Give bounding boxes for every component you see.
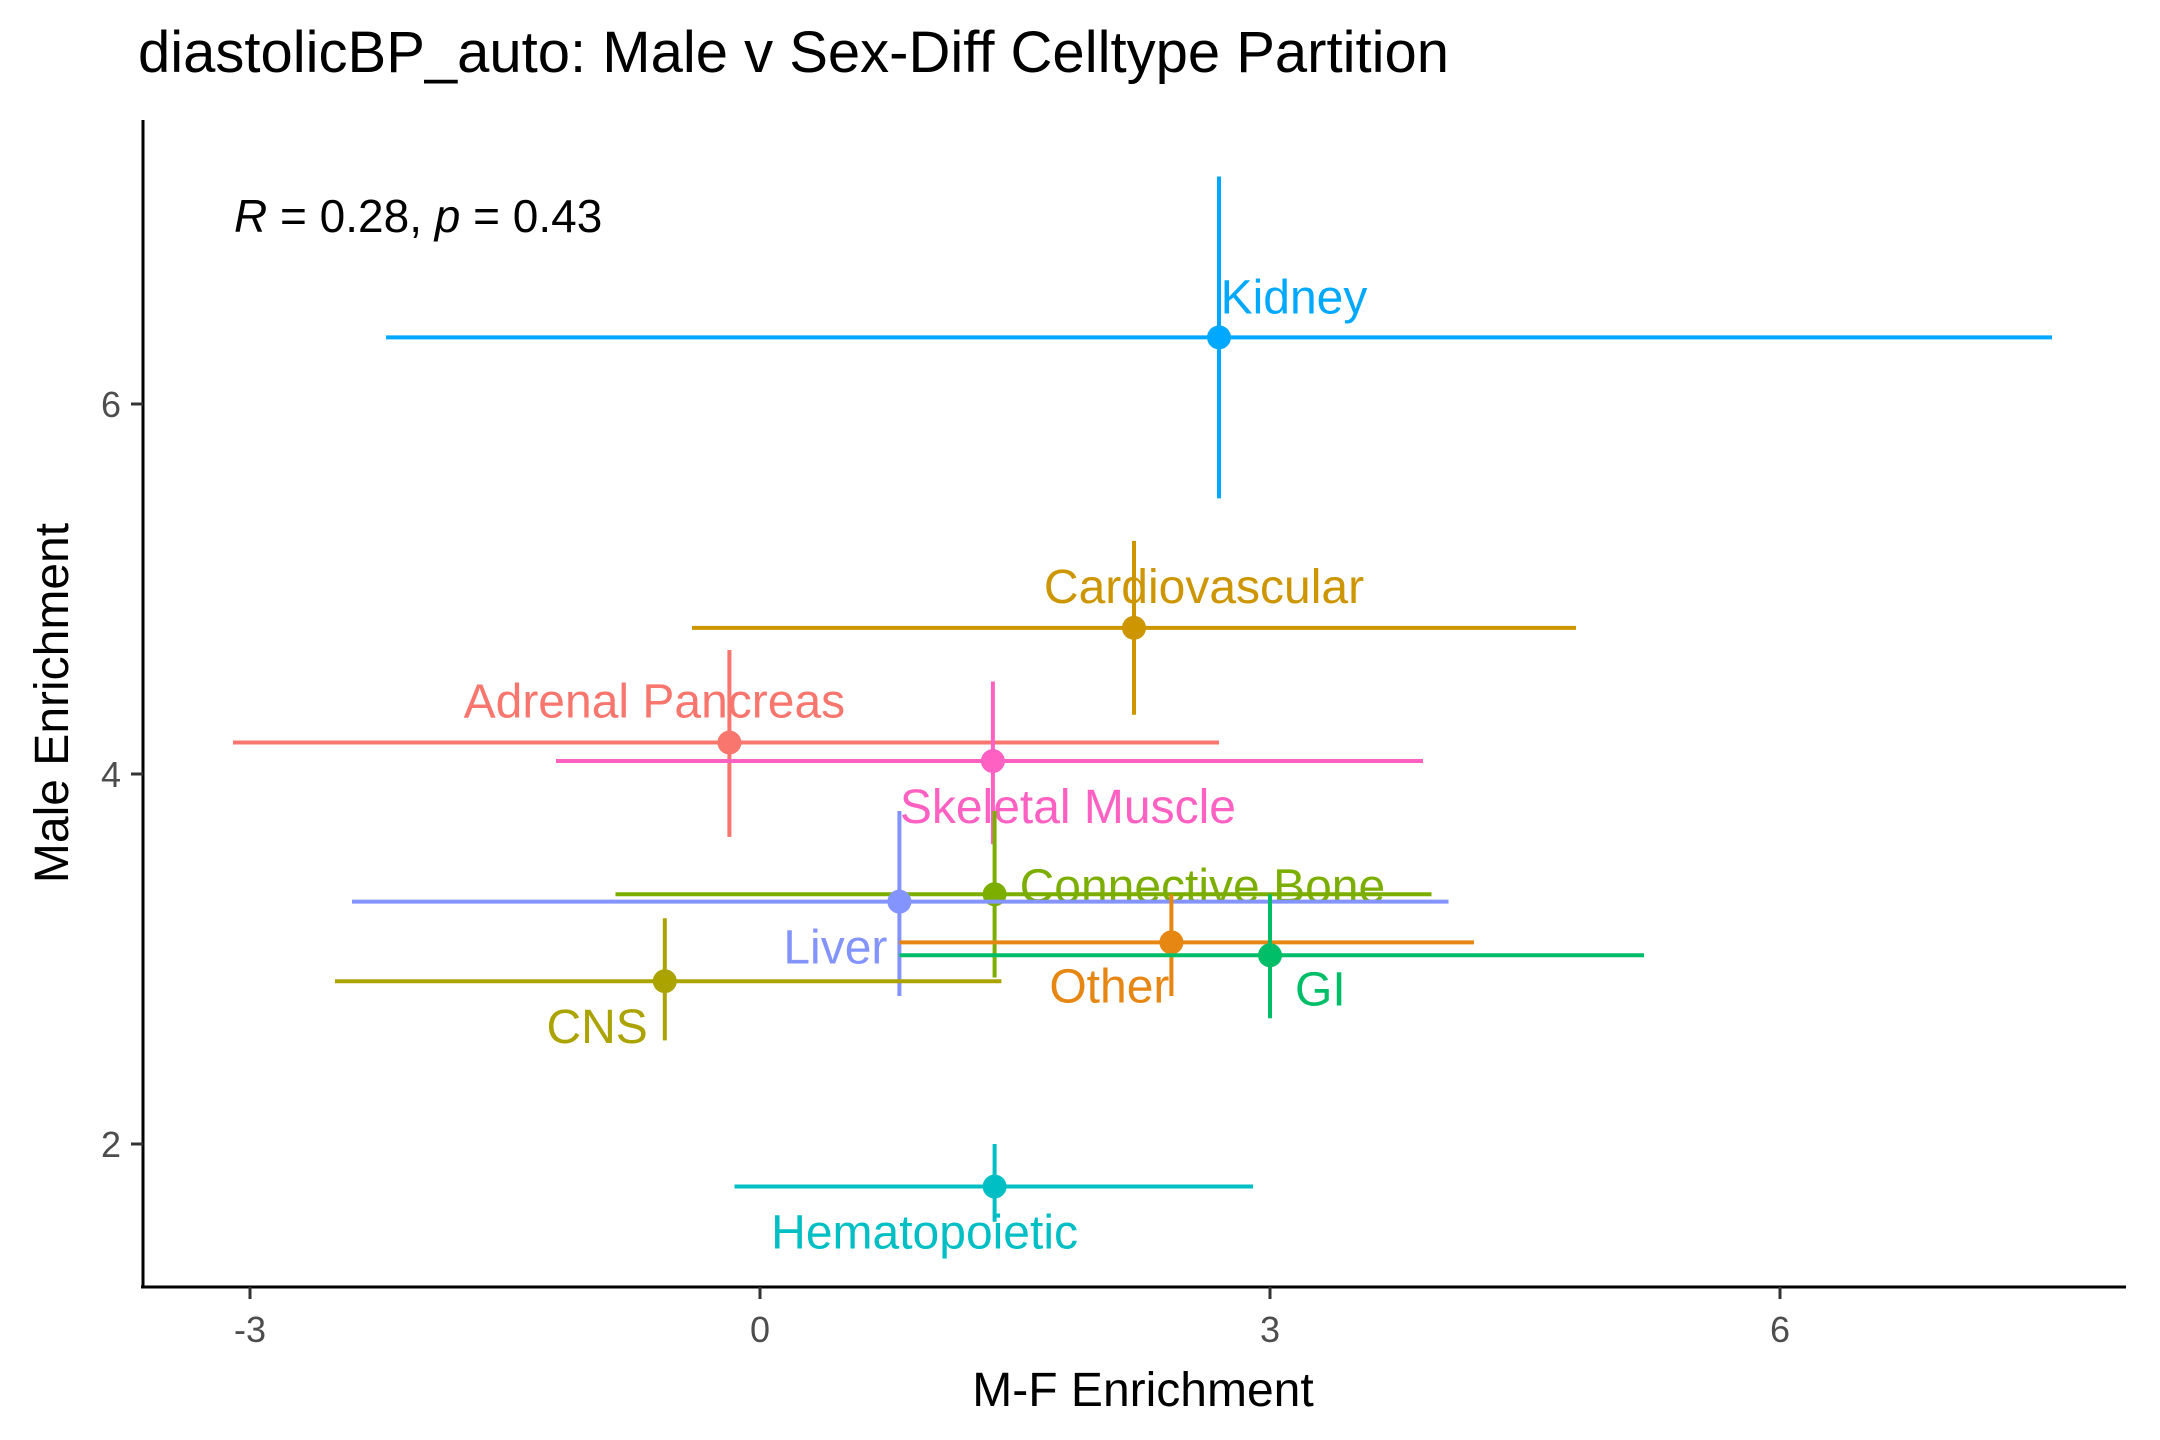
label-cardiovascular: Cardiovascular <box>1044 561 1364 614</box>
y-tick-label: 2 <box>101 1124 121 1165</box>
x-tick-label: 6 <box>1770 1309 1790 1350</box>
series-gi: GI <box>899 894 1644 1019</box>
chart-title: diastolicBP_auto: Male v Sex-Diff Cellty… <box>138 20 1449 85</box>
label-gi: GI <box>1295 963 1346 1016</box>
r-symbol: R <box>234 190 267 242</box>
point-other <box>1159 930 1184 955</box>
label-other: Other <box>1049 960 1169 1013</box>
point-hematopoietic <box>982 1174 1007 1199</box>
plot-area: Kidney Cardiovascular Adrenal Pancreas Skel… <box>233 176 2052 1260</box>
series-cns: CNS <box>335 918 1002 1054</box>
label-connective-bone: Connective Bone <box>1020 860 1386 913</box>
correlation-annotation: R = 0.28, p = 0.43 <box>234 190 602 242</box>
point-cardiovascular <box>1122 615 1146 640</box>
x-tick-label: 0 <box>750 1309 770 1350</box>
point-skeletal-muscle <box>980 749 1005 774</box>
y-ticks: 2 4 6 <box>101 384 143 1165</box>
point-kidney <box>1207 325 1231 350</box>
x-tick-label: 3 <box>1260 1309 1280 1350</box>
y-tick-label: 4 <box>101 754 121 795</box>
series-connective-bone: Connective Bone <box>615 811 1432 978</box>
point-adrenal-pancreas <box>717 730 742 755</box>
point-liver <box>887 889 912 914</box>
y-axis-title: Male Enrichment <box>26 523 79 883</box>
x-tick-label: -3 <box>234 1309 266 1350</box>
y-tick-label: 6 <box>101 384 121 425</box>
point-gi <box>1258 943 1282 968</box>
label-hematopoietic: Hematopoietic <box>771 1207 1078 1260</box>
p-value: = 0.43 <box>460 190 602 242</box>
label-adrenal-pancreas: Adrenal Pancreas <box>464 676 846 729</box>
series-kidney: Kidney <box>386 176 2052 499</box>
series-liver: Liver <box>352 811 1449 996</box>
x-axis-title: M-F Enrichment <box>972 1364 1313 1417</box>
label-cns: CNS <box>546 1001 647 1054</box>
p-symbol: p <box>433 190 461 242</box>
label-liver: Liver <box>783 922 887 975</box>
series-adrenal-pancreas: Adrenal Pancreas <box>233 650 1219 837</box>
x-ticks: -3 0 3 6 <box>234 1287 1790 1350</box>
series-cardiovascular: Cardiovascular <box>692 540 1576 715</box>
series-other: Other <box>899 894 1474 1013</box>
point-cns <box>652 969 677 994</box>
series-skeletal-muscle: Skeletal Muscle <box>556 681 1423 845</box>
label-kidney: Kidney <box>1221 271 1368 324</box>
label-skeletal-muscle: Skeletal Muscle <box>900 781 1236 834</box>
series-hematopoietic: Hematopoietic <box>734 1144 1253 1260</box>
r-value: = 0.28, <box>267 190 435 242</box>
